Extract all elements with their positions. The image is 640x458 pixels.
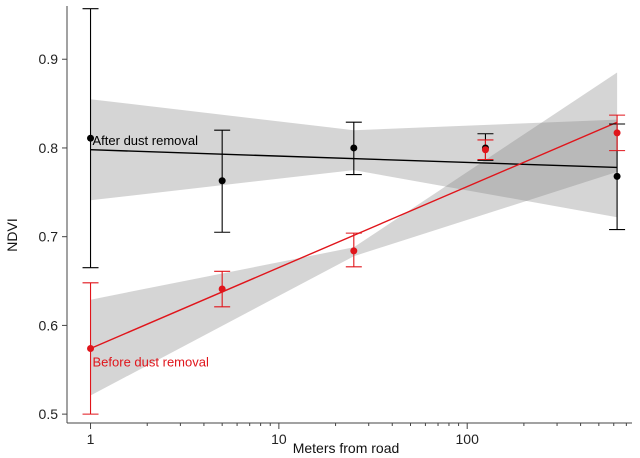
y-tick-label: 0.6: [39, 317, 59, 333]
data-point-1-2: [350, 247, 358, 255]
x-axis-label: Meters from road: [293, 440, 400, 456]
y-tick-label: 0.8: [39, 140, 59, 156]
axes: 0.5 0.6 0.7 0.8 0.9 1 10 100: [39, 6, 632, 447]
data-point-1-1: [218, 285, 226, 293]
data-point-0-2: [350, 144, 358, 152]
y-tick-label: 0.9: [39, 51, 59, 67]
data-points: [87, 129, 621, 352]
x-tick-label: 1: [87, 431, 95, 447]
data-point-0-1: [218, 177, 226, 185]
x-tick-label: 100: [456, 431, 480, 447]
data-point-1-4: [613, 129, 621, 137]
data-point-0-0: [87, 134, 95, 142]
y-tick-label: 0.5: [39, 406, 59, 422]
series-label-before: Before dust removal: [93, 354, 209, 369]
y-tick-label: 0.7: [39, 229, 59, 245]
confidence-band-1: [90, 72, 618, 396]
data-point-1-0: [87, 344, 95, 352]
x-tick-label: 10: [271, 431, 287, 447]
data-point-1-3: [481, 146, 489, 154]
series-labels: After dust removal Before dust removal: [93, 133, 209, 369]
series-label-after: After dust removal: [93, 133, 199, 148]
data-point-0-4: [613, 172, 621, 180]
y-axis-label: NDVI: [4, 218, 20, 251]
